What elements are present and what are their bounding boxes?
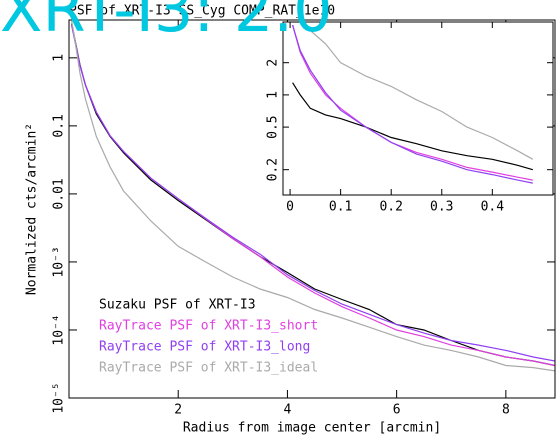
legend-entry: Suzaku PSF of XRT-I3 — [99, 298, 256, 313]
series-line — [292, 82, 533, 171]
x-axis-label: Radius from image center [arcmin] — [183, 421, 441, 436]
y-tick-label: 1 — [266, 91, 281, 99]
series-line — [292, 24, 533, 184]
y-tick-label: 2 — [266, 59, 281, 67]
frame — [68, 19, 556, 399]
x-tick-label: 8 — [502, 403, 510, 418]
legend-entry: RayTrace PSF of XRT-I3_ideal — [99, 361, 318, 376]
x-tick-label: 0 — [286, 200, 294, 215]
x-tick-label: 6 — [393, 403, 401, 418]
frame — [282, 21, 554, 196]
x-tick-label: 0.2 — [379, 200, 402, 215]
x-tick-label: 2 — [174, 403, 182, 418]
series-group — [292, 22, 534, 184]
y-tick-label: 10⁻⁵ — [52, 382, 67, 413]
y-tick-label: 0.5 — [266, 115, 281, 138]
series-line — [292, 22, 534, 160]
series-line — [71, 25, 555, 362]
y-tick-label: 1 — [52, 54, 67, 62]
legend-entry: RayTrace PSF of XRT-I3_short — [99, 319, 318, 334]
y-tick-label: 0.2 — [266, 158, 281, 181]
x-tick-label: 4 — [284, 403, 292, 418]
series-group — [71, 20, 555, 372]
y-tick-label: 10⁻³ — [52, 246, 67, 277]
x-tick-label: 0.3 — [430, 200, 453, 215]
x-tick-label: 0.4 — [481, 200, 505, 215]
overlay-text: XRT-I3: 2.0 — [0, 0, 333, 46]
y-axis-label: Normalized cts/arcmin² — [25, 123, 40, 295]
series-line — [71, 20, 555, 372]
chart-title: PSF of XRT-I3 SS_Cyg COMP_RAT_1e10 — [69, 4, 335, 19]
x-tick-label: 0.1 — [329, 200, 352, 215]
y-tick-label: 10⁻⁴ — [52, 314, 67, 345]
legend-entry: RayTrace PSF of XRT-I3_long — [99, 340, 310, 355]
y-tick-label: 0.01 — [52, 178, 67, 209]
y-tick-label: 0.1 — [52, 114, 67, 137]
plot-area — [283, 22, 553, 195]
